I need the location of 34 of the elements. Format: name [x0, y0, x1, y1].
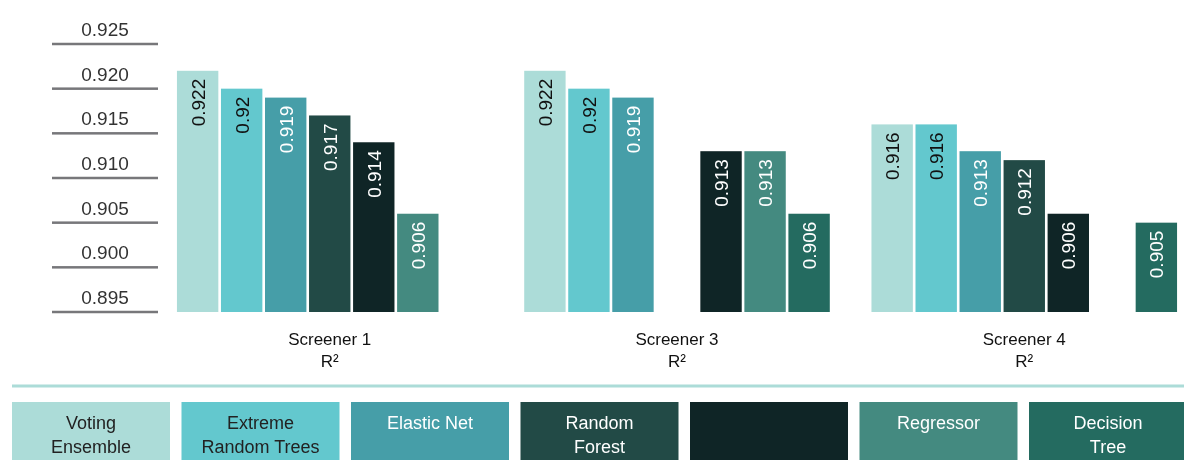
data-label: 0.906	[407, 221, 429, 270]
data-label: 0.914	[363, 149, 385, 198]
data-label: 0.922	[187, 78, 209, 127]
y-tick-label: 0.900	[81, 242, 129, 264]
data-label: 0.913	[970, 159, 992, 207]
text: Elastic Net	[386, 413, 474, 433]
data-label: 0.919	[275, 105, 297, 154]
y-tick-label: 0.910	[81, 153, 129, 174]
text: Decision Tree	[1073, 413, 1143, 457]
y-tick-label: 0.915	[81, 108, 129, 130]
x-tick-label: Screener 3 R²	[635, 330, 719, 371]
data-label: 0.919	[622, 105, 644, 154]
data-label: 0.92	[578, 96, 600, 134]
data-label: 0.906	[799, 221, 821, 270]
data-label: 0.912	[1014, 168, 1036, 216]
text: Regressor	[896, 413, 981, 433]
text: Voting Ensemble	[50, 413, 132, 457]
text: Extreme Random Trees	[201, 413, 320, 457]
data-label: 0.906	[1058, 221, 1080, 270]
data-label: 0.913	[711, 159, 733, 207]
y-tick-label: 0.920	[81, 63, 129, 85]
y-tick-label: 0.925	[81, 19, 129, 40]
y-tick-label: 0.895	[81, 287, 129, 308]
text: Random Forest	[565, 413, 634, 457]
data-label: 0.92	[231, 96, 253, 134]
data-label: 0.916	[926, 132, 948, 180]
x-tick-label: Screener 1 R²	[288, 330, 372, 371]
x-tick-label: Screener 4 R²	[982, 330, 1066, 371]
y-tick-label: 0.905	[81, 197, 129, 219]
data-label: 0.905	[1146, 230, 1168, 279]
data-label: 0.922	[534, 78, 556, 127]
data-label: 0.913	[755, 159, 777, 207]
data-label: 0.916	[882, 132, 904, 180]
data-label: 0.917	[319, 123, 341, 172]
